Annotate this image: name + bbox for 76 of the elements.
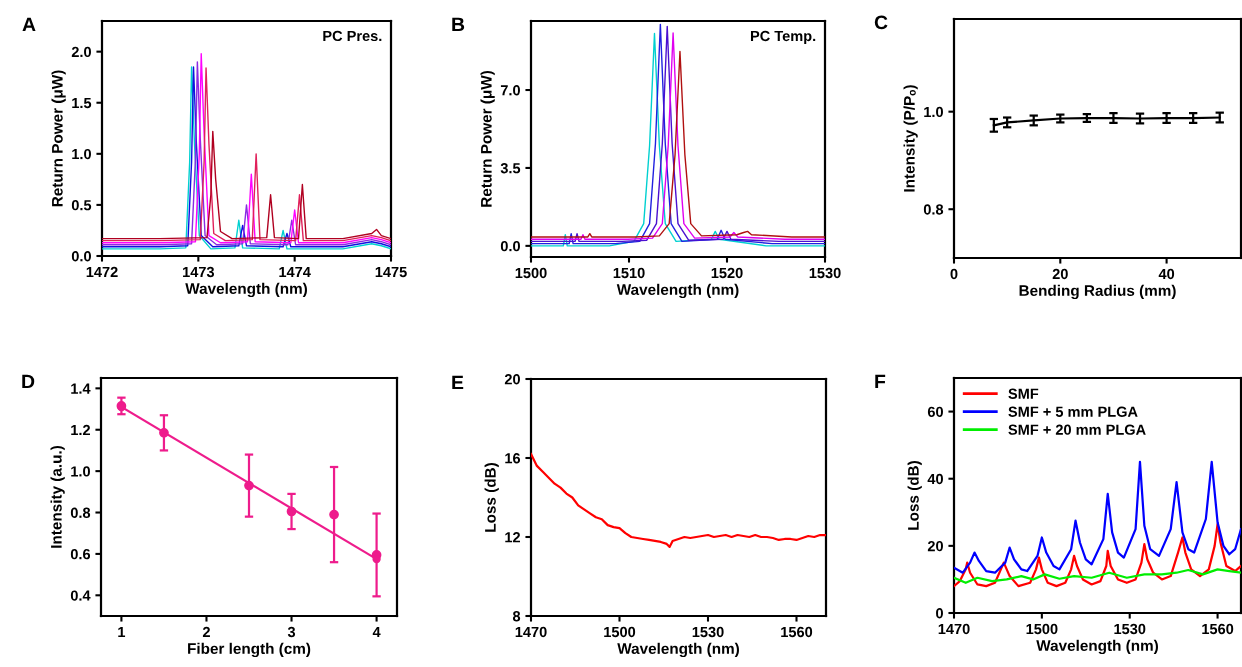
- chart-title: B: [452, 17, 465, 32]
- chart-title: F: [875, 374, 886, 389]
- annotation: PC Temp.: [750, 30, 816, 45]
- chart-title: D: [22, 374, 35, 389]
- y-tick-label: 40: [927, 473, 943, 485]
- x-tick-label: 3: [287, 626, 296, 638]
- y-tick-label: 1.4: [71, 383, 91, 394]
- x-tick-label: 1: [118, 626, 126, 637]
- y-tick-label: 1.0: [71, 466, 90, 477]
- y-tick-label: 0.6: [70, 549, 91, 560]
- y-tick-label: 0: [936, 608, 943, 619]
- line-series: [954, 522, 1241, 588]
- x-tick-label: 1500: [604, 626, 636, 638]
- y-tick-label: 0.8: [70, 507, 91, 518]
- y-axis-title: Return Power (μW): [480, 71, 495, 207]
- x-tick-label: 1475: [375, 266, 407, 278]
- legend-label: SMF + 20 mm PLGA: [1008, 424, 1146, 435]
- x-axis-title: Fiber length (cm): [188, 642, 311, 658]
- x-tick-label: 1560: [1202, 623, 1234, 635]
- y-tick-label: 1.0: [72, 148, 91, 160]
- chart-title: A: [22, 17, 36, 32]
- y-tick-label: 1.2: [71, 424, 90, 436]
- x-axis-title: Wavelength (nm): [617, 642, 739, 658]
- x-tick-label: 1470: [515, 626, 547, 638]
- y-axis-title: Loss (dB): [484, 463, 499, 532]
- y-axis-title: Intensity (P/Pₒ): [903, 85, 918, 192]
- y-tick-label: 0.0: [71, 251, 91, 262]
- line-series: [531, 452, 826, 548]
- annotation: PC Pres.: [323, 30, 382, 42]
- y-tick-label: 0.5: [71, 200, 92, 211]
- x-axis-title: Wavelength (nm): [1036, 639, 1158, 655]
- line-series: [102, 130, 391, 240]
- x-tick-label: 1530: [692, 626, 724, 638]
- x-tick-label: 1472: [86, 266, 118, 277]
- y-tick-label: 0.4: [70, 590, 91, 601]
- y-tick-label: 1.0: [924, 106, 943, 118]
- x-tick-label: 1474: [279, 266, 311, 277]
- x-axis-title: Wavelength (nm): [616, 283, 739, 299]
- line-series: [992, 116, 1221, 127]
- x-tick-label: 2: [202, 626, 210, 637]
- line-series: [954, 568, 1241, 584]
- x-tick-label: 1500: [1026, 623, 1058, 635]
- x-tick-label: 1500: [515, 267, 547, 279]
- legend-label: SMF: [1008, 388, 1039, 399]
- y-tick-label: 2.0: [71, 46, 91, 58]
- x-tick-label: 1473: [183, 266, 215, 278]
- x-tick-label: 1560: [781, 626, 813, 638]
- x-tick-label: 1470: [938, 623, 970, 635]
- y-tick-label: 60: [927, 406, 943, 417]
- y-tick-label: 0.8: [923, 204, 944, 215]
- chart-title: C: [874, 15, 888, 30]
- x-tick-label: 1530: [809, 267, 841, 279]
- x-axis-title: Wavelength (nm): [185, 282, 307, 298]
- x-tick-label: 4: [372, 626, 381, 637]
- y-tick-label: 1.5: [72, 97, 92, 109]
- x-tick-label: 40: [1158, 268, 1175, 280]
- y-tick-label: 8: [512, 611, 521, 622]
- x-tick-label: 1520: [711, 267, 743, 279]
- y-tick-label: 12: [505, 532, 520, 543]
- y-tick-label: 16: [505, 453, 521, 464]
- y-tick-label: 0.0: [500, 240, 520, 252]
- chart-title: E: [452, 375, 464, 390]
- x-tick-label: 1530: [1114, 623, 1146, 635]
- x-tick-label: 0: [950, 268, 958, 280]
- x-axis-title: Bending Radius (mm): [1019, 284, 1176, 300]
- y-axis-title: Loss (dB): [907, 461, 922, 530]
- y-tick-label: 3.5: [500, 163, 521, 174]
- x-tick-label: 20: [1052, 268, 1068, 280]
- y-tick-label: 20: [504, 374, 520, 385]
- line-series: [954, 460, 1241, 574]
- y-tick-label: 20: [927, 540, 943, 552]
- y-axis-title: Return Power (μW): [51, 70, 66, 207]
- legend-label: SMF + 5 mm PLGA: [1008, 406, 1138, 417]
- y-tick-label: 7.0: [500, 85, 520, 96]
- x-tick-label: 1510: [613, 267, 645, 279]
- y-axis-title: Intensity (a.u.): [50, 445, 65, 548]
